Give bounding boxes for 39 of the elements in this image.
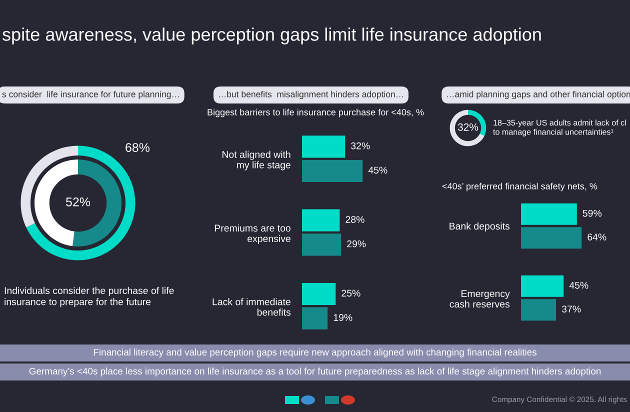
data-label: 25% xyxy=(342,290,360,297)
data-label: 29% xyxy=(347,240,366,248)
data-label: 64% xyxy=(588,234,606,240)
bar xyxy=(302,234,342,256)
text: Germany’s <40s place less importance on life insurance as a tool for future preparedness as lack of life stage alignment hinders adoption xyxy=(29,368,601,376)
y-tick-label: Emergency cash reserves xyxy=(450,290,510,308)
chart-subtitle: <40s’ preferred financial safety nets, % xyxy=(442,182,598,192)
bar xyxy=(302,160,363,182)
bar xyxy=(302,136,346,158)
text: Individuals consider the purchase of life insurance to prepare for the future xyxy=(4,286,174,308)
chart-title: …but benefits misalignment hinders adoption… xyxy=(219,90,403,100)
y-tick-label: Bank deposits xyxy=(450,222,510,232)
chart-title: s consider life insurance for future planning… xyxy=(2,90,179,100)
data-label: 37% xyxy=(562,306,581,312)
bar xyxy=(521,203,577,225)
data-label: 32% xyxy=(351,142,370,150)
y-tick-label: Premiums are too expensive xyxy=(214,224,290,244)
data-label: 45% xyxy=(368,166,388,174)
bar xyxy=(521,275,564,297)
data-label: 59% xyxy=(582,210,602,217)
bar xyxy=(302,209,340,232)
data-label: 45% xyxy=(569,282,588,289)
data-label: 32% xyxy=(458,123,478,131)
y-tick-label: Not aligned with my life stage xyxy=(222,150,290,170)
text: …amid planning gaps and other financial option xyxy=(447,90,630,100)
data-label: 68% xyxy=(126,143,150,152)
text: 18–35-year US adults admit lack of cl to manage financial uncertainties¹ xyxy=(493,120,626,136)
data-label: 52% xyxy=(66,198,90,206)
chart-subtitle: Biggest barriers to life insurance purchase for <40s, % xyxy=(208,108,424,118)
data-label: 28% xyxy=(346,216,364,223)
data-label: 19% xyxy=(334,314,352,321)
bar xyxy=(302,307,328,330)
donut-slice xyxy=(450,110,484,146)
y-tick-label: Lack of immediate benefits xyxy=(212,298,291,316)
bar xyxy=(521,227,582,249)
bar xyxy=(302,282,336,306)
bar xyxy=(521,299,556,321)
text: Financial literacy and value perception gaps require new approach aligned with changing financial realities xyxy=(94,348,536,358)
text: spite awareness, value perception gaps limit life insurance adoption xyxy=(2,28,541,44)
